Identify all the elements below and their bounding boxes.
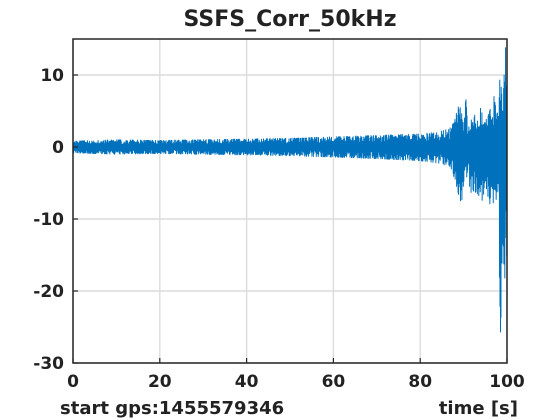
x-tick-label: 80	[408, 372, 432, 392]
y-tick-label: -30	[33, 354, 64, 374]
grid	[72, 39, 508, 364]
y-tick-label: 10	[40, 66, 64, 86]
x-tick-label: 100	[489, 372, 525, 392]
y-tick-label: -10	[33, 210, 64, 230]
x-tick-label: 40	[235, 372, 259, 392]
x-axis: 0 20 40 60 80 100	[67, 358, 525, 392]
x-tick-label: 20	[148, 372, 172, 392]
x-tick-label: 0	[67, 372, 79, 392]
signal-series	[72, 47, 508, 333]
y-axis: 10 0 -10 -20 -30	[33, 66, 78, 374]
x-axis-label: time [s]	[439, 398, 518, 419]
y-tick-label: 0	[52, 138, 64, 158]
y-tick-label: -20	[33, 282, 64, 302]
signal-line	[72, 47, 508, 333]
plot-frame	[72, 38, 508, 364]
start-gps-label: start gps:1455579346	[60, 398, 284, 419]
chart-title: SSFS_Corr_50kHz	[184, 7, 397, 32]
x-tick-label: 60	[322, 372, 346, 392]
